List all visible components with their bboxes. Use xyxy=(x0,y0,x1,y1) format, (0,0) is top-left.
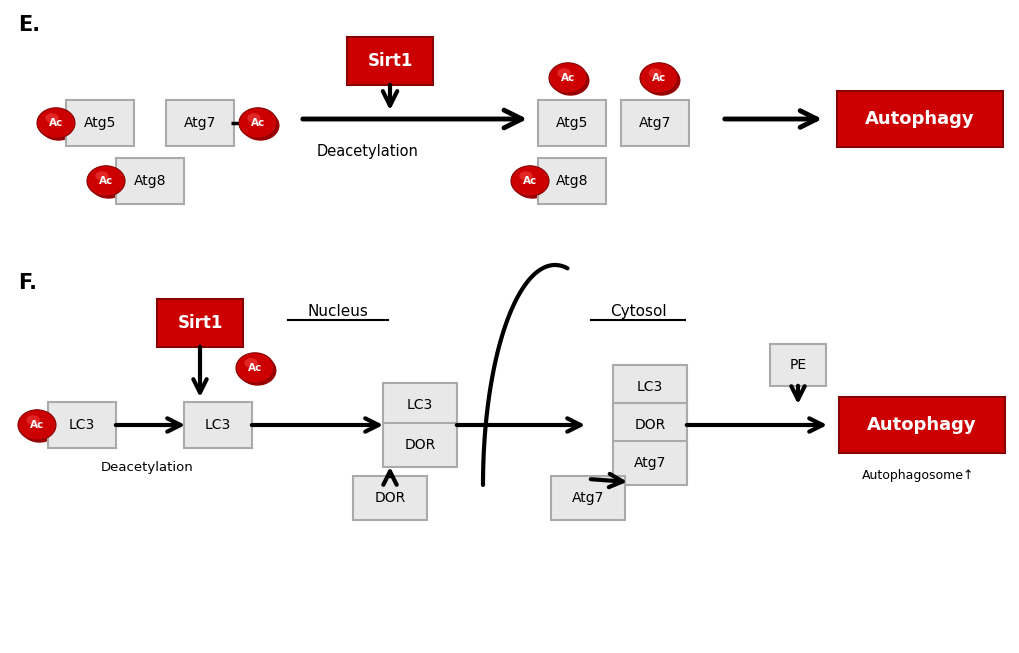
Text: Ac: Ac xyxy=(99,176,113,186)
Text: F.: F. xyxy=(18,273,37,293)
Text: Ac: Ac xyxy=(30,420,44,430)
Text: Deacetylation: Deacetylation xyxy=(317,144,419,159)
Text: Ac: Ac xyxy=(560,73,575,83)
Text: LC3: LC3 xyxy=(636,380,662,394)
FancyBboxPatch shape xyxy=(612,441,687,485)
Text: Atg5: Atg5 xyxy=(84,116,116,130)
Text: Atg8: Atg8 xyxy=(133,174,166,188)
FancyBboxPatch shape xyxy=(612,365,687,409)
Text: Sirt1: Sirt1 xyxy=(177,314,222,332)
Ellipse shape xyxy=(511,166,548,196)
Text: Deacetylation: Deacetylation xyxy=(101,460,194,473)
FancyBboxPatch shape xyxy=(166,100,233,146)
Ellipse shape xyxy=(87,166,125,196)
Ellipse shape xyxy=(18,410,56,440)
Text: Ac: Ac xyxy=(49,118,63,128)
Text: Atg5: Atg5 xyxy=(555,116,588,130)
Ellipse shape xyxy=(245,358,258,368)
Text: DOR: DOR xyxy=(634,418,665,432)
Ellipse shape xyxy=(235,353,274,383)
FancyBboxPatch shape xyxy=(621,100,688,146)
Text: Atg7: Atg7 xyxy=(638,116,671,130)
Ellipse shape xyxy=(90,168,127,199)
Ellipse shape xyxy=(20,412,58,443)
Text: DOR: DOR xyxy=(404,438,435,452)
Text: LC3: LC3 xyxy=(205,418,231,432)
FancyBboxPatch shape xyxy=(48,402,116,448)
FancyBboxPatch shape xyxy=(537,158,605,204)
Ellipse shape xyxy=(519,171,532,181)
Ellipse shape xyxy=(648,69,661,78)
Text: PE: PE xyxy=(789,358,806,372)
FancyBboxPatch shape xyxy=(382,383,457,427)
FancyBboxPatch shape xyxy=(837,91,1002,147)
Ellipse shape xyxy=(551,65,589,96)
Text: Nucleus: Nucleus xyxy=(308,304,368,319)
FancyBboxPatch shape xyxy=(839,397,1004,453)
Ellipse shape xyxy=(242,110,279,140)
Ellipse shape xyxy=(26,415,40,424)
FancyBboxPatch shape xyxy=(157,299,243,347)
Ellipse shape xyxy=(40,110,77,140)
Ellipse shape xyxy=(238,108,277,138)
Text: Atg8: Atg8 xyxy=(555,174,588,188)
FancyBboxPatch shape xyxy=(66,100,133,146)
Ellipse shape xyxy=(639,63,678,93)
Text: Atg7: Atg7 xyxy=(633,456,665,470)
Ellipse shape xyxy=(548,63,586,93)
Text: Ac: Ac xyxy=(248,363,262,373)
FancyBboxPatch shape xyxy=(550,476,625,520)
Text: Autophagy: Autophagy xyxy=(866,416,976,434)
Text: Atg7: Atg7 xyxy=(183,116,216,130)
FancyBboxPatch shape xyxy=(116,158,183,204)
Ellipse shape xyxy=(248,113,261,123)
Ellipse shape xyxy=(642,65,680,96)
FancyBboxPatch shape xyxy=(382,423,457,467)
Text: Ac: Ac xyxy=(651,73,665,83)
Text: E.: E. xyxy=(18,15,40,35)
Text: Atg7: Atg7 xyxy=(572,491,603,505)
Text: Autophagy: Autophagy xyxy=(864,110,974,128)
Ellipse shape xyxy=(37,108,75,138)
Text: LC3: LC3 xyxy=(407,398,433,412)
Ellipse shape xyxy=(556,69,570,78)
Ellipse shape xyxy=(513,168,551,199)
Text: Cytosol: Cytosol xyxy=(609,304,665,319)
Ellipse shape xyxy=(238,355,276,386)
Text: Ac: Ac xyxy=(523,176,537,186)
FancyBboxPatch shape xyxy=(769,344,825,386)
Text: Autophagosome↑: Autophagosome↑ xyxy=(861,468,973,481)
Text: Sirt1: Sirt1 xyxy=(367,52,413,70)
FancyBboxPatch shape xyxy=(346,37,433,85)
FancyBboxPatch shape xyxy=(612,403,687,447)
Ellipse shape xyxy=(95,171,109,181)
FancyBboxPatch shape xyxy=(353,476,427,520)
FancyBboxPatch shape xyxy=(183,402,252,448)
Ellipse shape xyxy=(45,113,59,123)
Text: LC3: LC3 xyxy=(69,418,95,432)
FancyBboxPatch shape xyxy=(537,100,605,146)
Text: Ac: Ac xyxy=(251,118,265,128)
Text: DOR: DOR xyxy=(374,491,406,505)
